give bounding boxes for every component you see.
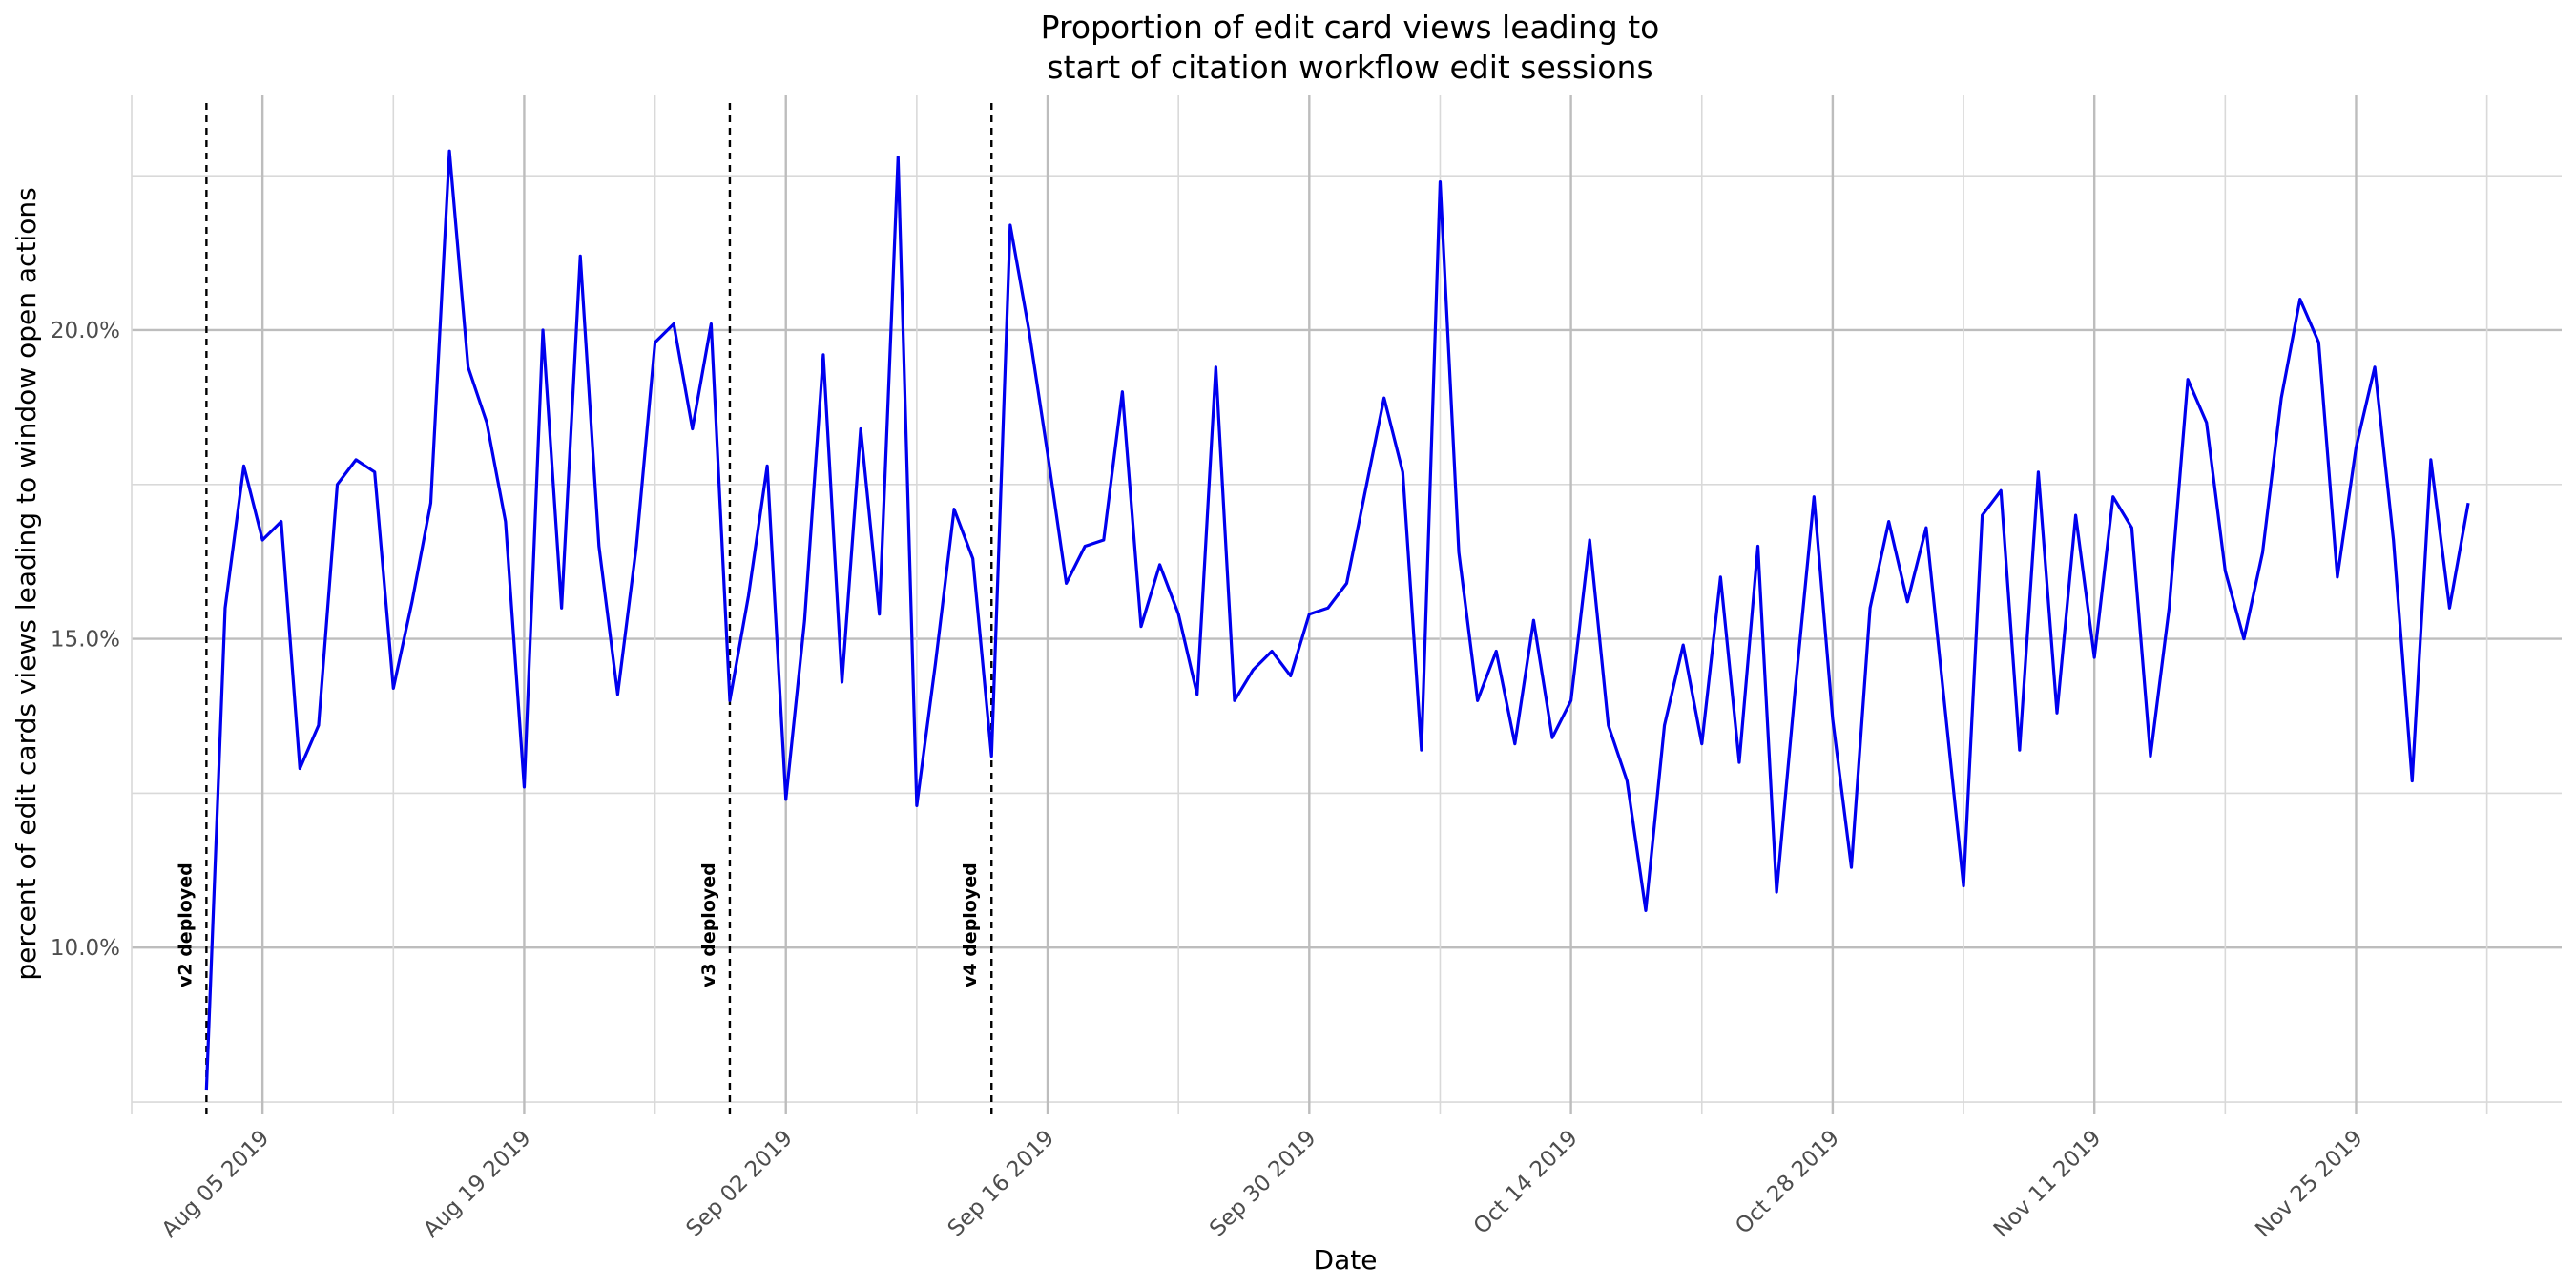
y-tick-label: 15.0% <box>51 628 120 653</box>
x-tick-label: Oct 14 2019 <box>1469 1126 1583 1239</box>
deployment-annotations: v2 deployed v3 deployed v4 deployed <box>175 103 993 1114</box>
x-tick-label: Sep 30 2019 <box>1205 1126 1320 1241</box>
chart-title: Proportion of edit card views leading to… <box>1040 9 1660 86</box>
axis-tick-labels: 10.0% 15.0% 20.0% Aug 05 2019 Aug 19 2019 Sep… <box>51 319 2368 1242</box>
y-tick-label: 20.0% <box>51 319 120 343</box>
grid-lines <box>131 95 2562 1114</box>
deployment-label: v4 deployed <box>960 862 981 987</box>
series-line <box>204 149 2470 1091</box>
deployment-label: v3 deployed <box>698 862 719 987</box>
series-layer <box>204 149 2470 1091</box>
x-tick-label: Aug 19 2019 <box>419 1126 536 1243</box>
y-tick-label: 10.0% <box>51 936 120 961</box>
x-tick-label: Sep 02 2019 <box>682 1126 798 1241</box>
x-tick-label: Aug 05 2019 <box>157 1126 275 1243</box>
x-tick-label: Nov 11 2019 <box>1989 1126 2107 1243</box>
y-axis-title: percent of edit cards views leading to w… <box>10 187 42 980</box>
x-tick-label: Sep 16 2019 <box>944 1126 1059 1241</box>
x-axis-title: Date <box>1314 1244 1378 1276</box>
x-tick-label: Nov 25 2019 <box>2251 1126 2368 1243</box>
x-tick-label: Oct 28 2019 <box>1731 1126 1844 1239</box>
deployment-label: v2 deployed <box>175 862 196 987</box>
